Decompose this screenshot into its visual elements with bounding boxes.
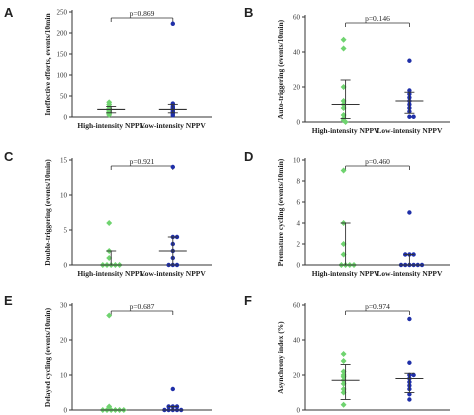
data-point [340,112,347,118]
y-tick-label: 0 [64,407,68,415]
y-tick-label: 0 [64,262,68,270]
panel-letter: D [244,149,253,164]
p-value-label: p=0.869 [130,9,155,18]
y-tick-label: 10 [293,157,301,165]
data-point [340,386,347,392]
data-point [340,251,347,258]
data-point [340,167,347,174]
panel-letter: C [4,149,14,164]
data-point [407,58,412,63]
y-axis-label: Asynchrony index (%) [276,321,285,394]
y-tick-label: 200 [57,30,68,38]
y-tick-label: 100 [57,72,68,80]
data-point [340,358,347,364]
data-point [407,360,412,365]
y-tick-label: 60 [293,14,301,22]
y-tick-label: 0 [64,114,68,122]
p-value-label: p=0.687 [130,302,155,311]
y-axis-label: Ineffective efforts, events/10min [43,13,52,116]
y-tick-label: 10 [60,372,68,380]
p-value-label: p=0.460 [365,157,390,166]
x-tick-label: High-intensity NPPV [77,121,145,130]
y-tick-label: 0 [297,407,301,415]
y-tick-label: 0 [297,119,301,127]
data-point [340,105,347,111]
y-tick-label: 50 [60,93,68,101]
data-point [340,389,347,396]
y-tick-label: 20 [60,337,68,345]
y-tick-label: 20 [293,84,301,92]
y-axis-label: Premature cycling (events/10min) [276,158,285,266]
data-point [170,21,175,26]
y-tick-label: 8 [297,178,301,186]
data-point [407,210,412,215]
data-point [340,372,347,378]
data-point [411,114,416,119]
y-tick-label: 4 [297,220,301,228]
data-point [106,220,113,226]
data-point [411,372,416,378]
data-point [407,316,412,322]
data-point [407,392,412,397]
y-tick-label: 40 [293,49,301,57]
data-point [407,397,412,402]
p-value-label: p=0.974 [365,302,390,311]
y-tick-label: 250 [57,9,68,17]
panel-d: D 0 2 4 6 8 10 Premature cycling (events/10min)… [244,149,450,278]
data-point [340,45,347,52]
y-tick-label: 2 [297,241,301,249]
x-tick-label: High-intensity NPPV [312,126,380,135]
panel-letter: F [244,293,252,308]
x-tick-label: High-intensity NPPV [77,269,145,278]
y-tick-label: 5 [64,227,68,235]
x-tick-label: High-intensity NPPV [312,269,380,278]
panel-a: A 0 50 100 150 200 250 Ineffective efforts, eve… [4,5,212,130]
y-axis-label: Auto-triggering (events/10min) [276,19,285,119]
data-point [407,88,412,93]
p-value-label: p=0.921 [130,157,155,166]
x-tick-label: Low-intensity NPPV [376,126,443,135]
data-point [340,401,347,408]
y-tick-label: 40 [293,337,301,345]
y-tick-label: 15 [60,157,68,165]
y-axis-label: Double-triggering (events/10min) [43,159,52,266]
y-tick-label: 60 [293,302,301,310]
y-tick-label: 0 [297,262,301,270]
y-tick-label: 10 [60,192,68,200]
y-axis-label: Delayed cycling (events/10min) [43,307,52,407]
x-tick-label: Low-intensity NPPV [140,269,207,278]
panel-c: C 0 5 10 15 Double-triggering (events/10min) H… [4,149,212,278]
data-point [340,84,347,90]
data-point [170,386,175,392]
data-point [340,98,347,104]
data-point [407,114,412,119]
data-point [340,36,347,43]
panel-letter: A [4,5,14,20]
panel-letter: B [244,5,253,20]
y-tick-label: 30 [60,302,68,310]
p-value-label: p=0.146 [365,14,390,23]
panel-b: B 0 20 40 60 Auto-triggering (events/10min) Hi… [244,5,450,135]
y-tick-label: 150 [57,51,68,59]
y-tick-label: 6 [297,199,301,207]
data-point [170,164,175,170]
data-point [340,351,347,357]
y-tick-label: 20 [293,372,301,380]
data-point [340,380,347,387]
data-point [340,241,347,247]
x-tick-label: Low-intensity NPPV [140,121,207,130]
panel-letter: E [4,293,13,308]
x-tick-label: Low-intensity NPPV [376,269,443,278]
data-point [340,368,347,375]
